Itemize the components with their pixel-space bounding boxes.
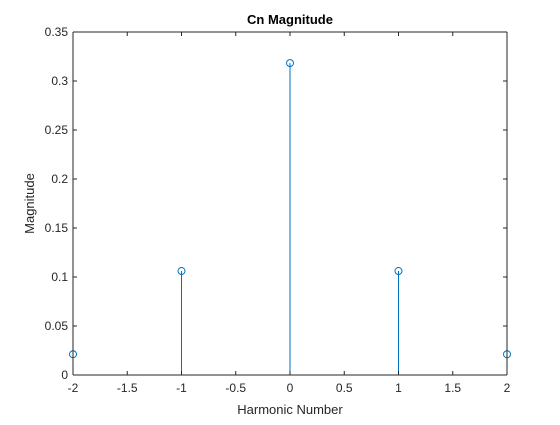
y-tick-label: 0.1: [51, 270, 68, 284]
x-tick-label: 1: [395, 381, 402, 395]
x-tick-label: -1.5: [117, 381, 138, 395]
stem-marker: [286, 59, 294, 68]
x-tick-label: 1.5: [444, 381, 461, 395]
x-tick-label: -0.5: [225, 381, 246, 395]
x-tick-label: -1: [176, 381, 187, 395]
stem-marker: [394, 267, 403, 276]
y-tick-label: 0.05: [45, 319, 69, 333]
x-tick-label: -2: [68, 381, 79, 395]
y-tick-label: 0.3: [51, 74, 68, 88]
y-axis-label: Magnitude: [22, 173, 37, 234]
x-tick-label: 0.5: [336, 381, 353, 395]
y-tick-label: 0.35: [45, 25, 69, 39]
x-tick-label: 0: [287, 381, 294, 395]
y-tick-label: 0.25: [45, 123, 69, 137]
y-tick-label: 0.2: [51, 172, 68, 186]
y-tick-label: 0.15: [45, 221, 69, 235]
y-tick-label: 0: [61, 368, 68, 382]
x-tick-label: 2: [504, 381, 511, 395]
x-axis-label: Harmonic Number: [237, 402, 343, 417]
stem-marker: [177, 267, 186, 276]
ticks-layer: -2 -1.5 -1 -0.5 0 0.5 1 1.5 2 0 0.05 0.1 0.15 0.2 0.25…: [45, 25, 511, 395]
chart-title: Cn Magnitude: [247, 12, 333, 27]
